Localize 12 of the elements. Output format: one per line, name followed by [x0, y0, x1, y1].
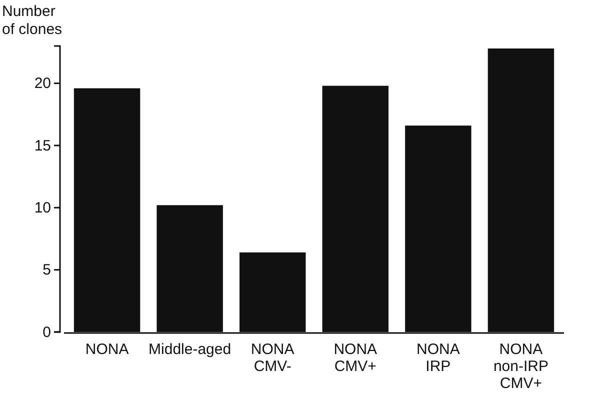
x-tick-label: NONA: [85, 341, 129, 358]
y-tick-label: 20: [34, 75, 51, 92]
x-tick-label: NONA CMV-: [250, 341, 294, 375]
y-tick-label: 0: [42, 324, 51, 341]
y-tick-label: 15: [34, 137, 51, 154]
x-tick-label: NONA CMV+: [334, 341, 378, 375]
x-tick-label: NONA IRP: [416, 341, 460, 375]
y-axis-title: Number of clones: [2, 3, 62, 38]
y-tick-label: 10: [34, 199, 51, 216]
x-tick-label: NONA non-IRP CMV+: [493, 341, 548, 392]
y-tick-label: 5: [42, 262, 51, 279]
x-tick-label: Middle-aged: [148, 341, 232, 358]
